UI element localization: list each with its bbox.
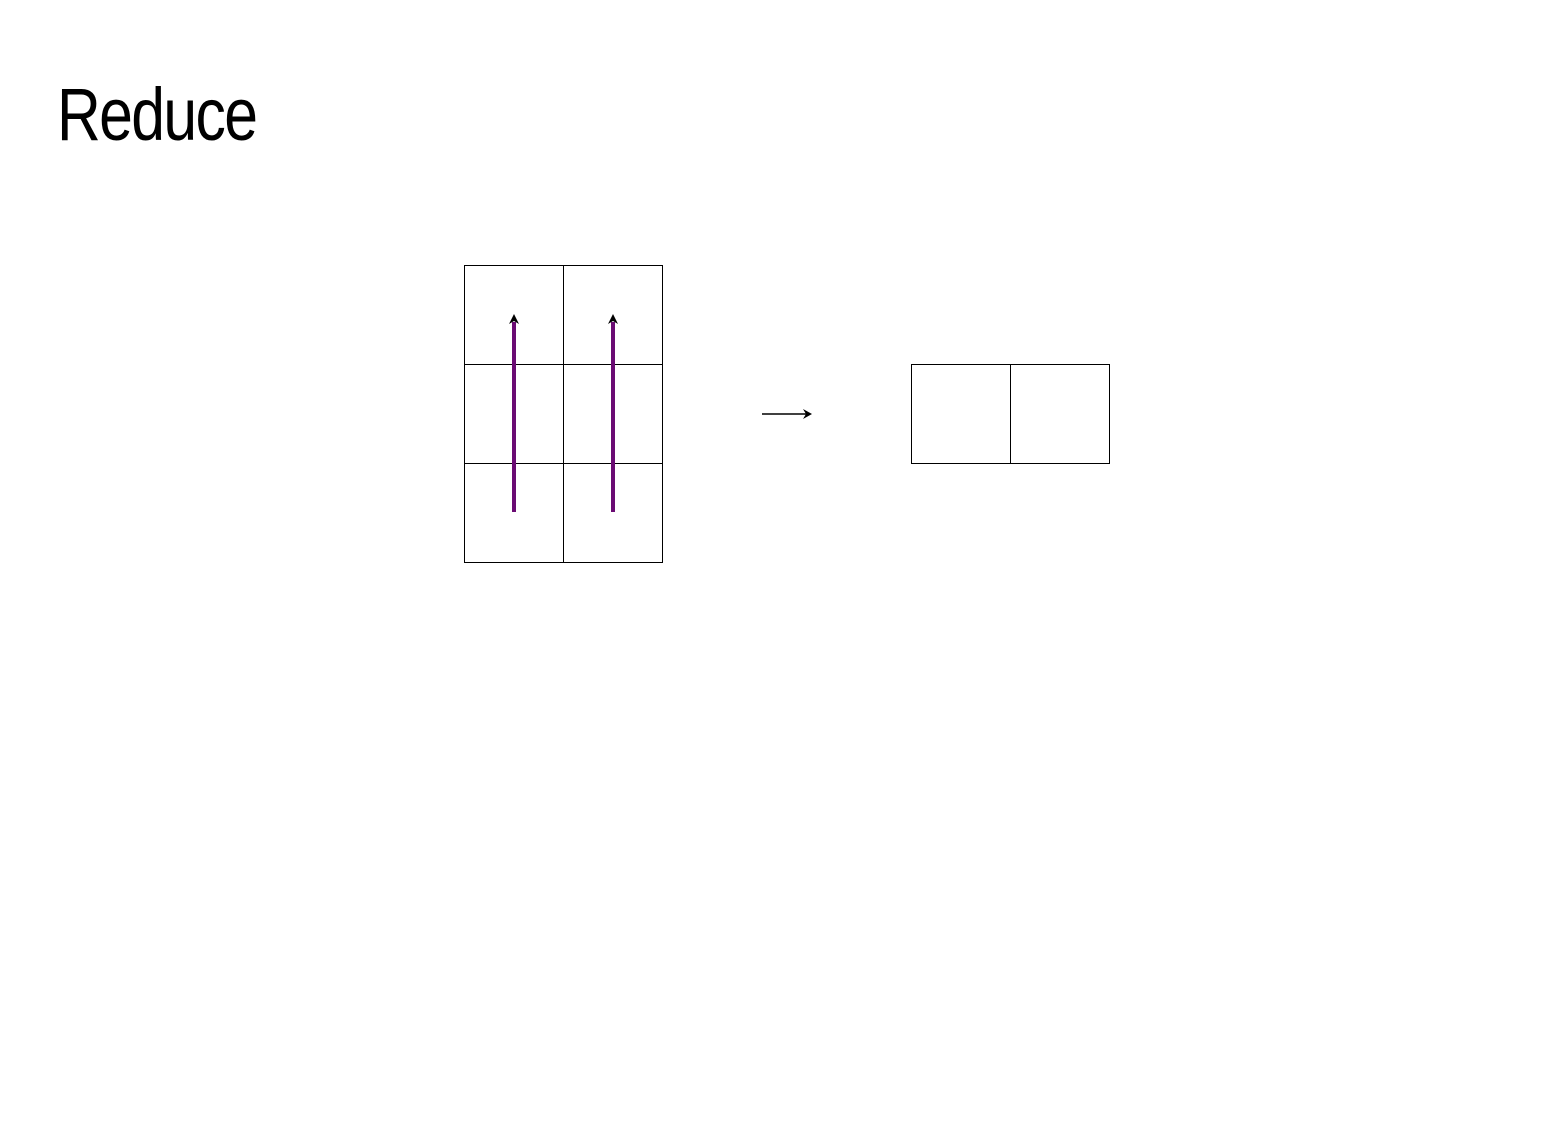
slide-title: Reduce bbox=[57, 73, 258, 156]
arrowhead-icon bbox=[803, 409, 812, 419]
arrowhead-icon bbox=[509, 314, 519, 324]
reduction-arrow-col-1 bbox=[509, 314, 519, 512]
arrowhead-icon bbox=[608, 314, 618, 324]
output-cell-c1 bbox=[911, 364, 1011, 464]
input-grid bbox=[464, 265, 663, 563]
input-cell-r3-c2 bbox=[563, 463, 663, 563]
reduction-arrow-col-2 bbox=[608, 314, 618, 512]
output-cell-c2 bbox=[1010, 364, 1110, 464]
transform-arrow bbox=[762, 409, 812, 419]
output-grid bbox=[911, 364, 1110, 464]
